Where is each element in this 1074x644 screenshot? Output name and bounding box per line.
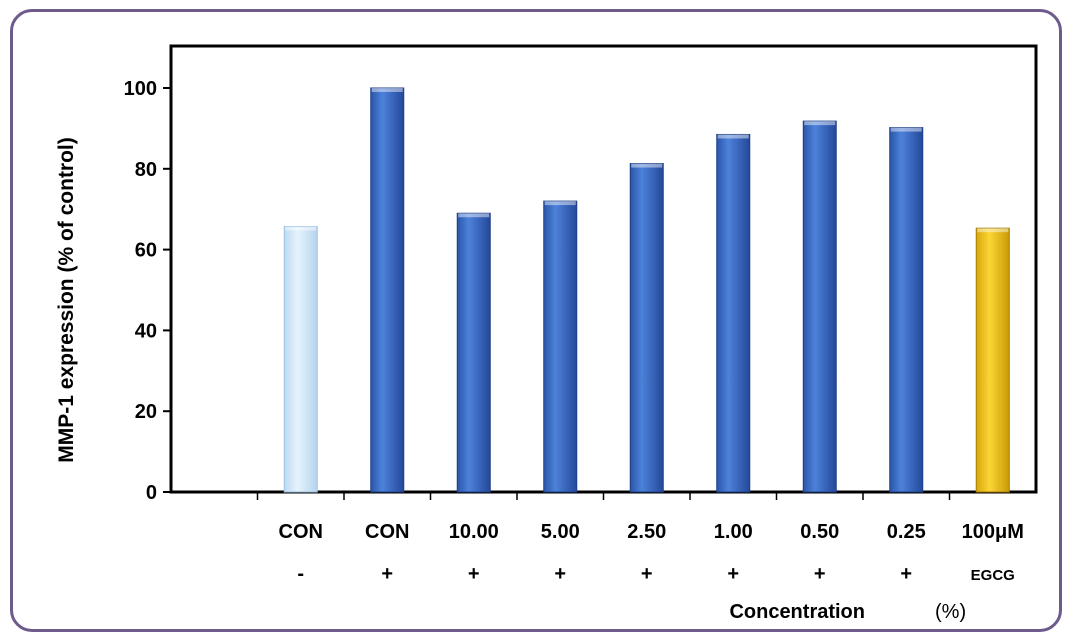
bar-cap-highlight [890,127,922,132]
bar [975,227,1010,493]
x-axis-ticks [256,492,951,500]
y-axis-ticks: 0 20 40 60 80 100 [124,78,171,504]
category-label: 10.00 [449,521,499,543]
bars-group [283,87,1010,493]
treatment-label: + [900,563,912,585]
treatment-label: - [297,563,304,585]
treatment-label: + [468,563,480,585]
category-label: 5.00 [541,521,580,543]
bar-cap-highlight [804,121,836,126]
y-tick-label: 80 [135,159,157,181]
x-axis-label: Concentration [729,601,865,623]
category-labels: CON CON 10.00 5.00 2.50 1.00 0.50 0.25 100μM [279,521,1024,543]
treatment-label: + [727,563,739,585]
category-label: 2.50 [627,521,666,543]
y-axis-label: MMP-1 expression (% of control) [55,137,78,463]
treatment-label: + [554,563,566,585]
treatment-labels: - + + + + + + + EGCG [297,563,1014,585]
x-axis-unit: (%) [935,601,966,623]
y-tick-label: 100 [124,78,157,100]
bar [629,163,664,493]
y-tick-label: 60 [135,240,157,262]
chart-frame [10,9,1062,632]
bar [889,127,924,493]
y-tick-label: 40 [135,320,157,342]
category-label: CON [365,521,409,543]
treatment-label: + [381,563,393,585]
bar [456,212,491,493]
bar-cap-highlight [717,134,749,139]
bar [802,120,837,493]
treatment-label: EGCG [971,567,1015,584]
category-label: 0.50 [800,521,839,543]
bar [370,87,405,493]
bar-cap-highlight [631,163,663,168]
bar-cap-highlight [977,228,1009,233]
bar-cap-highlight [458,213,490,218]
category-label: 1.00 [714,521,753,543]
x-axis-label-text: Concentration [729,601,865,623]
treatment-label: + [814,563,826,585]
category-label: 100μM [962,521,1024,543]
bar-cap-highlight [371,88,403,92]
bar [543,200,578,493]
bar [716,133,751,493]
y-tick-label: 0 [146,482,157,504]
y-tick-label: 20 [135,401,157,423]
category-label: CON [279,521,323,543]
bar-cap-highlight [544,201,576,206]
bar-cap-highlight [285,226,317,231]
category-label: 0.25 [887,521,926,543]
bar [283,226,318,493]
treatment-label: + [641,563,653,585]
